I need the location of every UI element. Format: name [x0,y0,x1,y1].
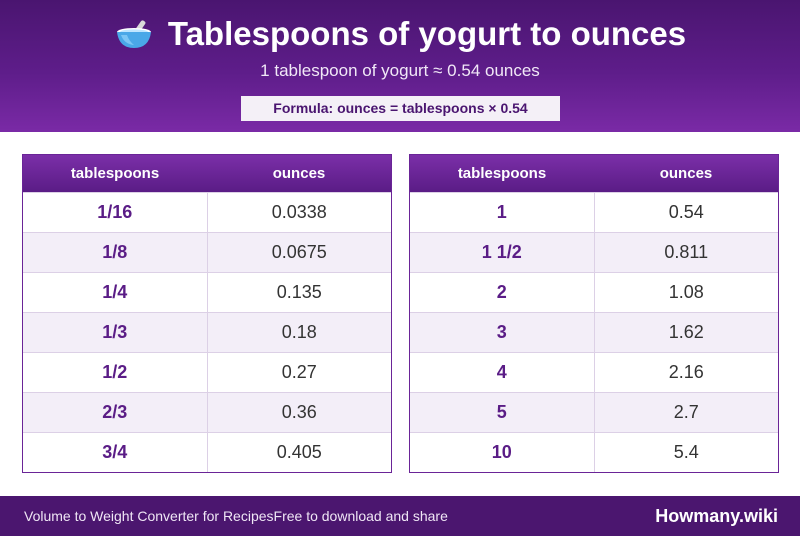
table-row: 2 1.08 [410,271,778,312]
ounces-cell: 0.36 [207,391,391,432]
header-banner: Tablespoons of yogurt to ounces 1 tables… [0,0,800,132]
tablespoons-cell: 1/16 [23,191,208,232]
table-row: 2/3 0.36 [23,391,391,432]
ounces-cell: 2.7 [594,391,778,432]
footer-share-text: Free to download and share [273,508,448,524]
tablespoons-cell: 1/3 [23,311,208,352]
table-row: 10 5.4 [410,431,778,472]
column-header-ounces: ounces [207,155,391,192]
tablespoons-cell: 10 [410,431,595,472]
column-header-tablespoons: tablespoons [23,155,207,192]
column-header-tablespoons: tablespoons [410,155,594,192]
ounces-cell: 0.54 [594,191,778,232]
ounces-cell: 0.0675 [207,231,391,272]
table-row: 4 2.16 [410,351,778,392]
brand-logo-text[interactable]: Howmany.wiki [655,506,778,526]
table-row: 1/3 0.18 [23,311,391,352]
ounces-cell: 0.18 [207,311,391,352]
tablespoons-cell: 2/3 [23,391,208,432]
tablespoons-cell: 1/2 [23,351,208,392]
ounces-cell: 0.405 [207,431,391,472]
table-row: 1 1/2 0.811 [410,231,778,272]
formula-badge: Formula: ounces = tablespoons × 0.54 [241,96,560,121]
table-header-row: tablespoons ounces [410,155,778,192]
ounces-cell: 1.08 [594,271,778,312]
conversion-table: tablespoons ounces 1/16 0.0338 1/8 0.0675 … [23,155,391,472]
page-title: Tablespoons of yogurt to ounces [167,15,687,52]
ounces-cell: 5.4 [594,431,778,472]
column-header-ounces: ounces [594,155,778,192]
page-subtitle: 1 tablespoon of yogurt ≈ 0.54 ounces [260,61,540,80]
table-row: 3/4 0.405 [23,431,391,472]
tablespoons-cell: 1 1/2 [410,231,595,272]
ounces-cell: 0.27 [207,351,391,392]
tablespoons-cell: 1/4 [23,271,208,312]
table-row: 1/4 0.135 [23,271,391,312]
footer-description: Volume to Weight Converter for RecipesFr… [24,496,448,536]
footer-converter-text: Volume to Weight Converter for Recipes [24,508,274,524]
bowl-with-spoon-icon [116,20,151,48]
tablespoons-cell: 3 [410,311,595,352]
tablespoons-cell: 2 [410,271,595,312]
conversion-table-right: tablespoons ounces 1 0.54 1 1/2 0.811 2 1.0… [409,154,779,473]
tablespoons-cell: 1 [410,191,595,232]
ounces-cell: 0.811 [594,231,778,272]
page-title-row: Tablespoons of yogurt to ounces [0,14,800,54]
table-row: 1/16 0.0338 [23,191,391,232]
ounces-cell: 0.0338 [207,191,391,232]
table-row: 1/8 0.0675 [23,231,391,272]
tablespoons-cell: 1/8 [23,231,208,272]
tablespoons-cell: 5 [410,391,595,432]
tablespoons-cell: 4 [410,351,595,392]
table-row: 1 0.54 [410,191,778,232]
footer-bar: Volume to Weight Converter for RecipesFr… [0,496,800,536]
conversion-table-left: tablespoons ounces 1/16 0.0338 1/8 0.0675 … [22,154,392,473]
conversion-table: tablespoons ounces 1 0.54 1 1/2 0.811 2 1.0… [410,155,778,472]
ounces-cell: 2.16 [594,351,778,392]
table-header-row: tablespoons ounces [23,155,391,192]
table-row: 5 2.7 [410,391,778,432]
tablespoons-cell: 3/4 [23,431,208,472]
ounces-cell: 1.62 [594,311,778,352]
table-row: 3 1.62 [410,311,778,352]
ounces-cell: 0.135 [207,271,391,312]
table-row: 1/2 0.27 [23,351,391,392]
